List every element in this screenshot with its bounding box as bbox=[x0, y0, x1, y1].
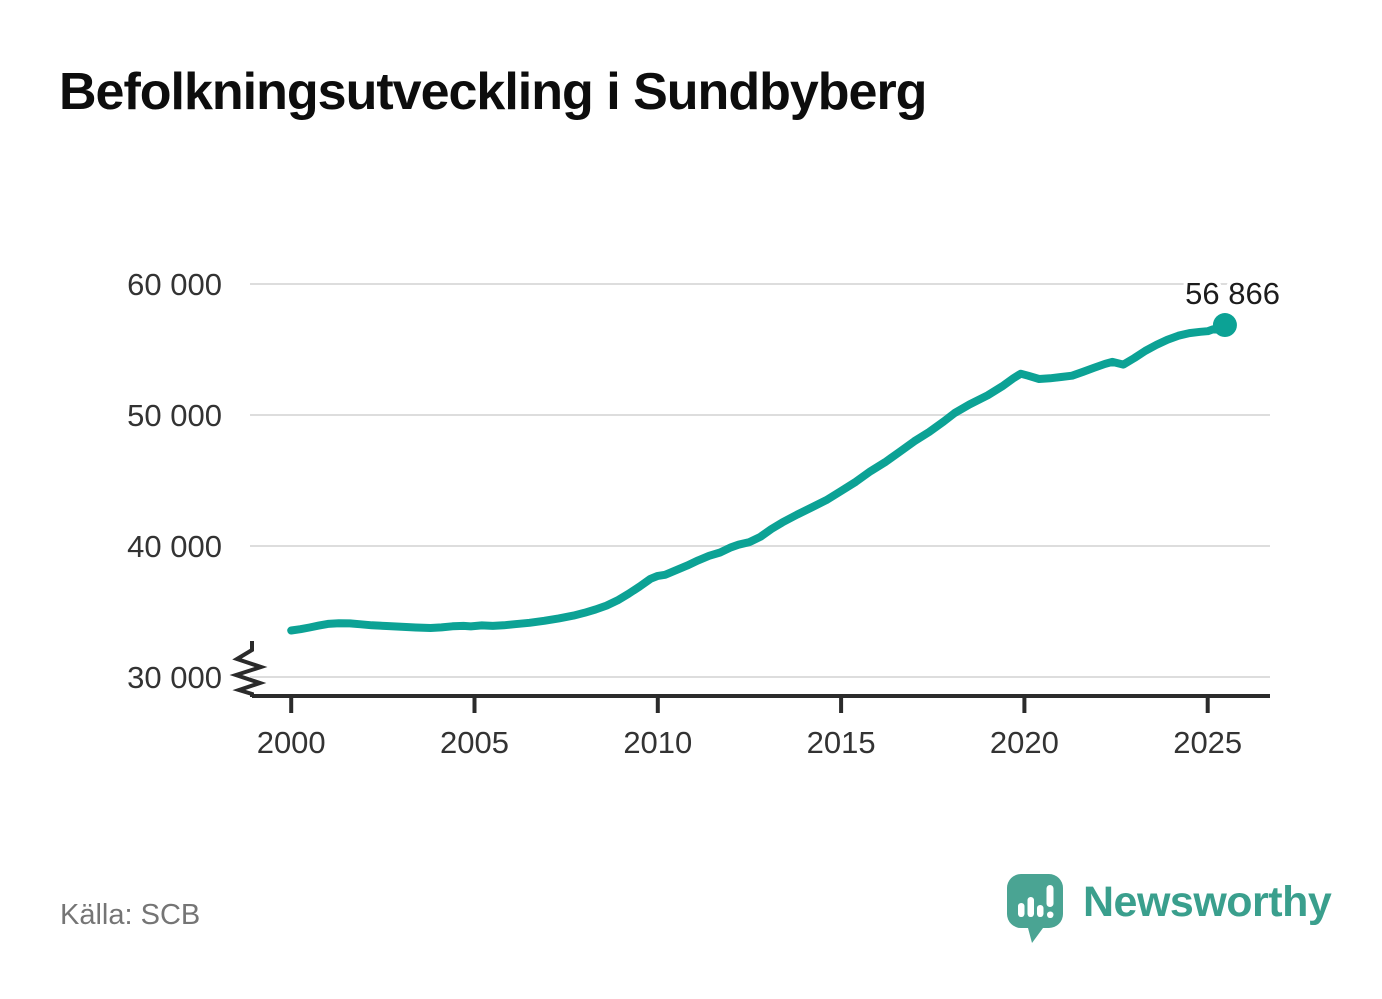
x-tick-label: 2025 bbox=[1173, 725, 1242, 760]
chart-title: Befolkningsutveckling i Sundbyberg bbox=[59, 63, 927, 121]
y-tick-label: 30 000 bbox=[127, 660, 222, 695]
x-tick-label: 2010 bbox=[623, 725, 692, 760]
end-value-label: 56 866 bbox=[1185, 276, 1280, 311]
y-tick-label: 40 000 bbox=[127, 529, 222, 564]
x-tick-label: 2015 bbox=[807, 725, 876, 760]
newsworthy-wordmark: Newsworthy bbox=[1083, 878, 1332, 926]
source-attribution: Källa: SCB bbox=[60, 899, 201, 931]
gridlines-layer: 30 000 40 000 50 000 60 000 bbox=[127, 267, 1270, 695]
newsworthy-logo-icon bbox=[1007, 874, 1063, 943]
x-tick-label: 2000 bbox=[257, 725, 326, 760]
y-tick-label: 60 000 bbox=[127, 267, 222, 302]
population-line bbox=[287, 321, 1229, 635]
series-layer bbox=[287, 313, 1237, 635]
newsworthy-branding: Newsworthy bbox=[1007, 874, 1332, 944]
x-tick-label: 2020 bbox=[990, 725, 1059, 760]
x-tick-label: 2005 bbox=[440, 725, 509, 760]
axis-layer: 2000 2005 2010 2015 2020 2025 bbox=[229, 641, 1270, 760]
y-axis-break-icon bbox=[229, 641, 268, 697]
end-point-marker bbox=[1212, 313, 1237, 338]
y-tick-label: 50 000 bbox=[127, 398, 222, 433]
